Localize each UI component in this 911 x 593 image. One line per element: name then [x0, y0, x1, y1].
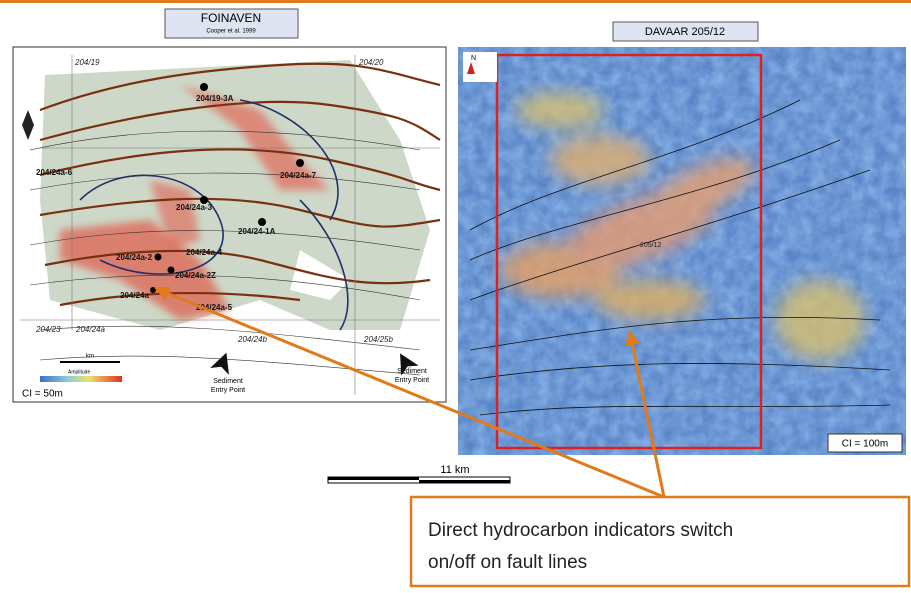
well-label: 204/24a — [120, 291, 149, 300]
block-label: 204/19 — [74, 58, 100, 67]
block-label: 204/24b — [237, 335, 267, 344]
well-label: 204/24a-2Z — [175, 271, 216, 280]
well-label: 204/24a-4 — [186, 248, 223, 257]
well-label: 204/24a-6 — [36, 168, 73, 177]
well-label: 204/24-1A — [238, 227, 276, 236]
entry-label: Entry Point — [395, 377, 429, 384]
callout-text: Direct hydrocarbon indicators switch — [428, 520, 733, 541]
well-label: 204/19-3A — [196, 94, 234, 103]
scale-label: 11 km — [440, 464, 469, 476]
header-title: FOINAVEN — [201, 11, 261, 25]
scale-bar: 11 km — [328, 464, 510, 483]
top-rule — [0, 0, 911, 3]
block-label: 204/25b — [363, 335, 393, 344]
entry-label: Entry Point — [211, 387, 245, 394]
block-label: 205/12 — [640, 242, 662, 249]
entry-label: Sediment — [213, 378, 243, 385]
right-map: N 205/12 CI = 100m — [458, 47, 906, 455]
entry-label: Sediment — [397, 368, 427, 375]
well-label: 204/24a-3 — [176, 203, 213, 212]
header-citation: Cooper et al. 1999 — [206, 29, 256, 35]
block-label: 204/24a — [75, 325, 105, 334]
legend-label: Amplitude — [68, 369, 90, 375]
contour-interval: CI = 100m — [842, 439, 888, 450]
well-label: 204/24a-2 — [116, 253, 153, 262]
slide: FOINAVEN Cooper et al. 1999 DAVAAR 205/1… — [0, 0, 911, 588]
header-title: DAVAAR 205/12 — [645, 26, 725, 38]
contour-interval: CI = 50m — [22, 389, 63, 400]
left-map: 204/19 204/20 204/23 204/24a 204/24b 204… — [13, 47, 446, 402]
callout-text: on/off on fault lines — [428, 552, 587, 573]
north-label: N — [471, 55, 476, 62]
block-label: 204/20 — [358, 58, 384, 67]
block-label: 204/23 — [35, 325, 61, 334]
scale-unit: km — [86, 354, 94, 360]
well-label: 204/24a-7 — [280, 171, 317, 180]
